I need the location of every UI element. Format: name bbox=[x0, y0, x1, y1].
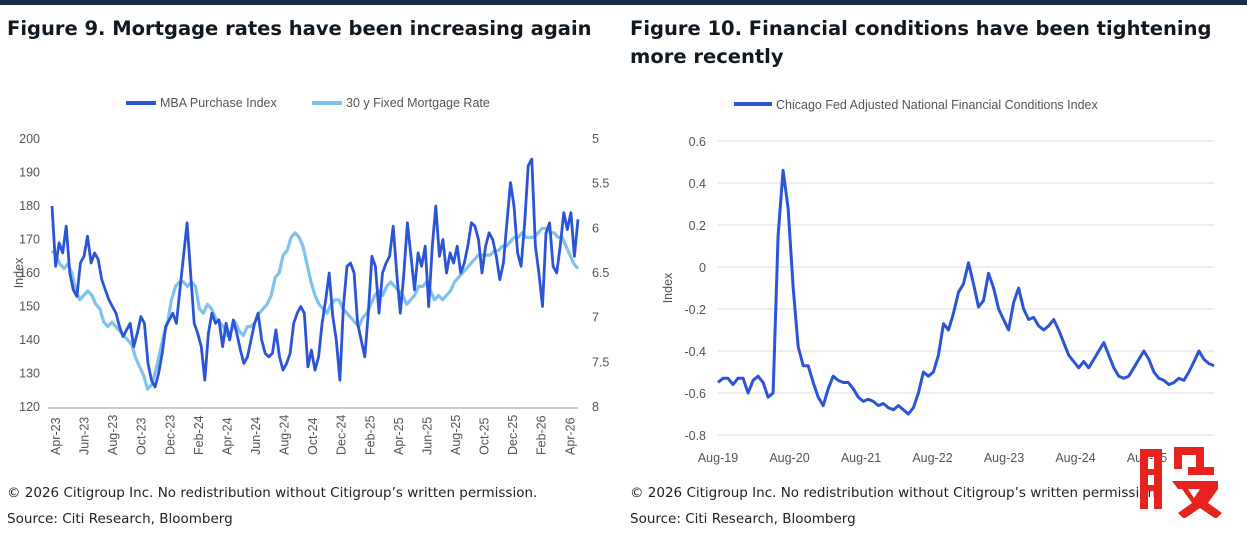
y-tick-label: 120 bbox=[19, 400, 40, 414]
y-tick-label: 200 bbox=[19, 132, 40, 146]
y-tick-label: 0 bbox=[699, 261, 706, 275]
legend-label-rate: 30 y Fixed Mortgage Rate bbox=[346, 96, 490, 110]
axes: 120 130 140 150 160 170 180 190 200 5 5.5 6 6.5 7 7.5 8… bbox=[12, 132, 609, 455]
y-tick-label: -0.6 bbox=[684, 387, 706, 401]
x-tick-label: Aug-25 bbox=[449, 415, 463, 455]
x-tick-label: Feb-24 bbox=[192, 415, 206, 455]
y-tick-label: 170 bbox=[19, 233, 40, 247]
x-tick-label: Aug-24 bbox=[1055, 451, 1095, 465]
y-tick-label: 190 bbox=[19, 166, 40, 180]
series-line-chicago-fed-anfci bbox=[717, 168, 1215, 416]
figure9-chart: MBA Purchase Index 30 y Fixed Mortgage Ra… bbox=[12, 96, 609, 455]
y-tick-label: -0.8 bbox=[684, 429, 706, 443]
legend: Chicago Fed Adjusted National Financial … bbox=[734, 98, 1098, 112]
x-tick-label: Apr-24 bbox=[220, 417, 234, 455]
x-tick-label: Aug-24 bbox=[278, 415, 292, 455]
legend-label-mba: MBA Purchase Index bbox=[160, 96, 277, 110]
y-tick-label: 180 bbox=[19, 199, 40, 213]
y-tick-label: 130 bbox=[19, 367, 40, 381]
x-tick-label: Dec-24 bbox=[335, 415, 349, 455]
x-tick-label: Aug-20 bbox=[769, 451, 809, 465]
watermark-logo bbox=[1140, 447, 1222, 518]
x-tick-label: Aug-19 bbox=[698, 451, 738, 465]
y-tick-label: -0.2 bbox=[684, 303, 706, 317]
x-tick-label: Apr-25 bbox=[392, 417, 406, 455]
y-tick-label: -0.4 bbox=[684, 345, 706, 359]
x-tick-label: Jun-25 bbox=[420, 417, 434, 455]
y-tick-label: 140 bbox=[19, 333, 40, 347]
legend: MBA Purchase Index 30 y Fixed Mortgage Ra… bbox=[126, 96, 490, 110]
y-axis-label: Index bbox=[12, 257, 26, 288]
figure10-copyright: © 2026 Citigroup Inc. No redistribution … bbox=[630, 485, 1161, 501]
x-tick-label: Oct-24 bbox=[306, 417, 320, 455]
figure10-title: Figure 10. Financial conditions have bee… bbox=[630, 17, 1212, 68]
x-tick-label: Apr-23 bbox=[49, 417, 63, 455]
y-axis-label: Index bbox=[661, 272, 675, 303]
x-tick-label: Jun-23 bbox=[78, 417, 92, 455]
x-tick-label: Aug-22 bbox=[912, 451, 952, 465]
figure10-chart: Chicago Fed Adjusted National Financial … bbox=[661, 98, 1215, 465]
figure9-title: Figure 9. Mortgage rates have been incre… bbox=[7, 17, 592, 40]
figure9-copyright: © 2026 Citigroup Inc. No redistribution … bbox=[7, 485, 538, 501]
y2-tick-label: 7.5 bbox=[592, 355, 609, 369]
x-tick-label: Dec-25 bbox=[506, 415, 520, 455]
figure9-panel: Figure 9. Mortgage rates have been incre… bbox=[0, 0, 615, 535]
series-line-30y-fixed-mortgage-rate bbox=[50, 226, 580, 391]
y-tick-label: 0.6 bbox=[689, 135, 706, 149]
axes: -0.8 -0.6 -0.4 -0.2 0 0.2 0.4 0.6 Index Aug-19 Aug… bbox=[661, 135, 1214, 465]
x-tick-label: Dec-23 bbox=[163, 415, 177, 455]
y2-tick-label: 7 bbox=[592, 311, 599, 325]
y2-tick-label: 6 bbox=[592, 221, 599, 235]
y-tick-label: 0.4 bbox=[689, 177, 706, 191]
x-tick-label: Jun-24 bbox=[249, 417, 263, 455]
y2-tick-label: 6.5 bbox=[592, 266, 609, 280]
x-tick-label: Feb-26 bbox=[535, 415, 549, 455]
x-tick-label: Oct-25 bbox=[478, 417, 492, 455]
figure10-panel: Figure 10. Financial conditions have bee… bbox=[622, 0, 1247, 535]
y2-tick-label: 5.5 bbox=[592, 177, 609, 191]
x-tick-label: Apr-26 bbox=[563, 417, 577, 455]
x-tick-label: Aug-23 bbox=[106, 415, 120, 455]
y-tick-label: 150 bbox=[19, 300, 40, 314]
figure9-source: Source: Citi Research, Bloomberg bbox=[7, 511, 233, 527]
legend-label-nfci: Chicago Fed Adjusted National Financial … bbox=[776, 98, 1098, 112]
y-tick-label: 0.2 bbox=[689, 219, 706, 233]
x-tick-label: Oct-23 bbox=[135, 417, 149, 455]
x-tick-label: Aug-21 bbox=[841, 451, 881, 465]
y2-tick-label: 8 bbox=[592, 400, 599, 414]
series-line-mba-purchase-index bbox=[50, 157, 580, 389]
top-rule bbox=[0, 0, 1247, 5]
y-tick-label: 160 bbox=[19, 266, 40, 280]
y2-tick-label: 5 bbox=[592, 132, 599, 146]
x-tick-label: Feb-25 bbox=[363, 415, 377, 455]
x-tick-label: Aug-23 bbox=[984, 451, 1024, 465]
figure10-source: Source: Citi Research, Bloomberg bbox=[630, 511, 856, 527]
